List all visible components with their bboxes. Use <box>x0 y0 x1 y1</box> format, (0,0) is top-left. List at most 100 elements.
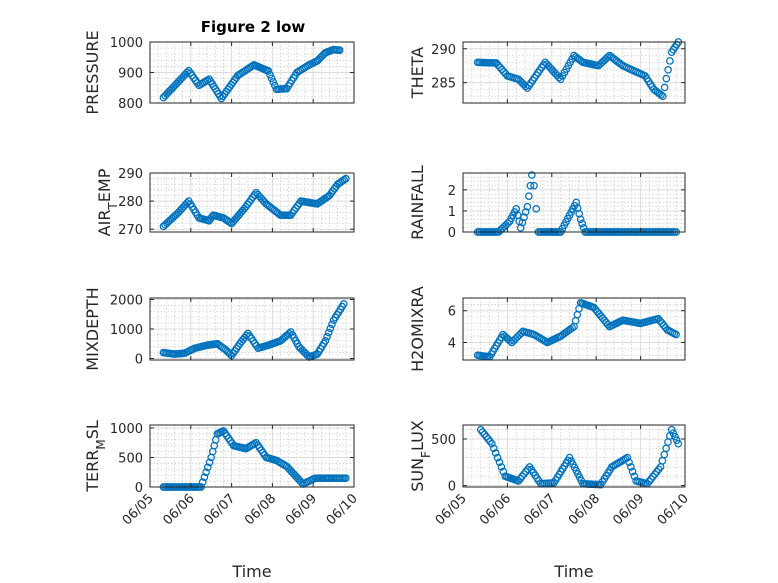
plot-border <box>149 172 355 233</box>
y-tick-label: 4 <box>448 337 456 352</box>
y-tick-label: 1000 <box>110 36 143 51</box>
y-tick-label: 500 <box>431 433 456 448</box>
data-point <box>202 468 210 477</box>
subplot-4: 0 1 2 RAINFALL <box>408 165 686 241</box>
data-point <box>489 444 498 453</box>
y-tick-label: 0 <box>135 481 143 496</box>
data-point <box>269 78 278 86</box>
data-point <box>521 82 530 91</box>
y-tick-label: 800 <box>118 97 143 112</box>
y-axis-label: SUNFLUX <box>408 420 433 492</box>
y-tick-label: 0 <box>135 353 143 368</box>
data-point <box>340 175 349 184</box>
figure-title: Figure 2 low <box>201 18 306 36</box>
data-point <box>625 458 633 467</box>
data-point <box>630 472 639 481</box>
data-point <box>532 204 541 213</box>
data-point <box>264 67 273 75</box>
data-point <box>530 181 538 190</box>
data-point <box>493 453 502 462</box>
data-point <box>342 174 350 183</box>
data-point <box>660 83 669 92</box>
x-tick-label: 06/06 <box>477 491 514 528</box>
data-point <box>496 63 504 72</box>
data-point <box>517 329 525 338</box>
y-axis-label: PRESSURE <box>83 30 102 114</box>
subplot-6: 4 6 H2OMIXRA <box>408 286 686 372</box>
y-tick-label: 1000 <box>110 323 143 338</box>
x-tick-label: 06/05 <box>120 491 157 528</box>
data-point <box>555 73 563 82</box>
subplot-8: 0 500 06/05 06/06 06/07 06/08 06/09 06/10 SUNFLU… <box>408 420 692 581</box>
data-point <box>503 219 512 228</box>
data-point <box>516 223 525 232</box>
y-tick-label: 0 <box>448 226 456 241</box>
data-point <box>491 449 500 457</box>
data-point <box>521 208 530 216</box>
data-point <box>627 463 635 471</box>
data-point <box>526 181 535 190</box>
plot-area <box>462 41 686 104</box>
data-point <box>267 74 276 83</box>
data-point <box>321 336 330 345</box>
data-point <box>488 439 496 448</box>
data-point <box>664 65 672 74</box>
data-point <box>328 320 336 329</box>
subplot-5: 0 1000 2000 MIXDEPTH <box>83 287 355 371</box>
y-axis-label: RAINFALL <box>408 165 427 240</box>
data-point <box>657 91 665 99</box>
data-point <box>198 478 207 486</box>
y-tick-label: 280 <box>118 195 143 210</box>
data-point <box>339 300 348 308</box>
y-tick-label: 2000 <box>110 293 143 308</box>
plot-border <box>149 424 355 488</box>
data-point <box>335 46 344 55</box>
data-point <box>523 202 532 211</box>
x-tick-label: 06/09 <box>283 491 320 528</box>
y-axis-label: THETA <box>408 47 427 99</box>
data-point <box>658 92 667 101</box>
data-point <box>499 467 508 476</box>
data-point <box>674 439 683 448</box>
x-tick-label: 06/09 <box>610 491 647 528</box>
data-point <box>497 463 506 471</box>
data-point <box>200 473 209 481</box>
x-tick-label: 06/10 <box>324 491 361 528</box>
y-axis-label: AIRTEMP <box>95 168 120 236</box>
x-tick-label: 06/08 <box>242 491 279 528</box>
x-tick-label: 06/05 <box>433 491 470 528</box>
data-point <box>603 53 612 62</box>
data-point <box>495 458 504 467</box>
x-tick-label: 06/06 <box>161 491 198 528</box>
plot-border <box>462 41 686 104</box>
plot-border <box>462 172 686 233</box>
data-point <box>342 474 350 482</box>
y-tick-label: 2 <box>448 184 456 199</box>
plot-border <box>462 424 686 488</box>
data-point <box>672 330 680 339</box>
data-point <box>266 70 274 79</box>
data-point <box>183 199 191 207</box>
plot-border <box>462 297 686 361</box>
y-tick-label: 290 <box>118 167 143 182</box>
data-point <box>499 67 508 76</box>
data-point <box>520 213 528 222</box>
data-point <box>576 215 585 224</box>
y-axis-label: MIXDEPTH <box>83 287 102 370</box>
data-point <box>205 458 214 467</box>
data-point <box>518 218 527 227</box>
data-point <box>527 171 536 179</box>
x-tick-label: 06/10 <box>655 491 692 528</box>
data-point <box>323 332 331 341</box>
y-tick-label: 0 <box>448 480 456 495</box>
y-axis-label: H2OMIXRA <box>408 286 427 372</box>
data-point <box>324 328 333 337</box>
y-tick-label: 6 <box>448 305 456 320</box>
x-tick-label: 06/07 <box>522 491 559 528</box>
y-tick-label: 900 <box>118 67 143 82</box>
data-point <box>666 57 674 65</box>
x-axis-label: Time <box>553 562 593 581</box>
